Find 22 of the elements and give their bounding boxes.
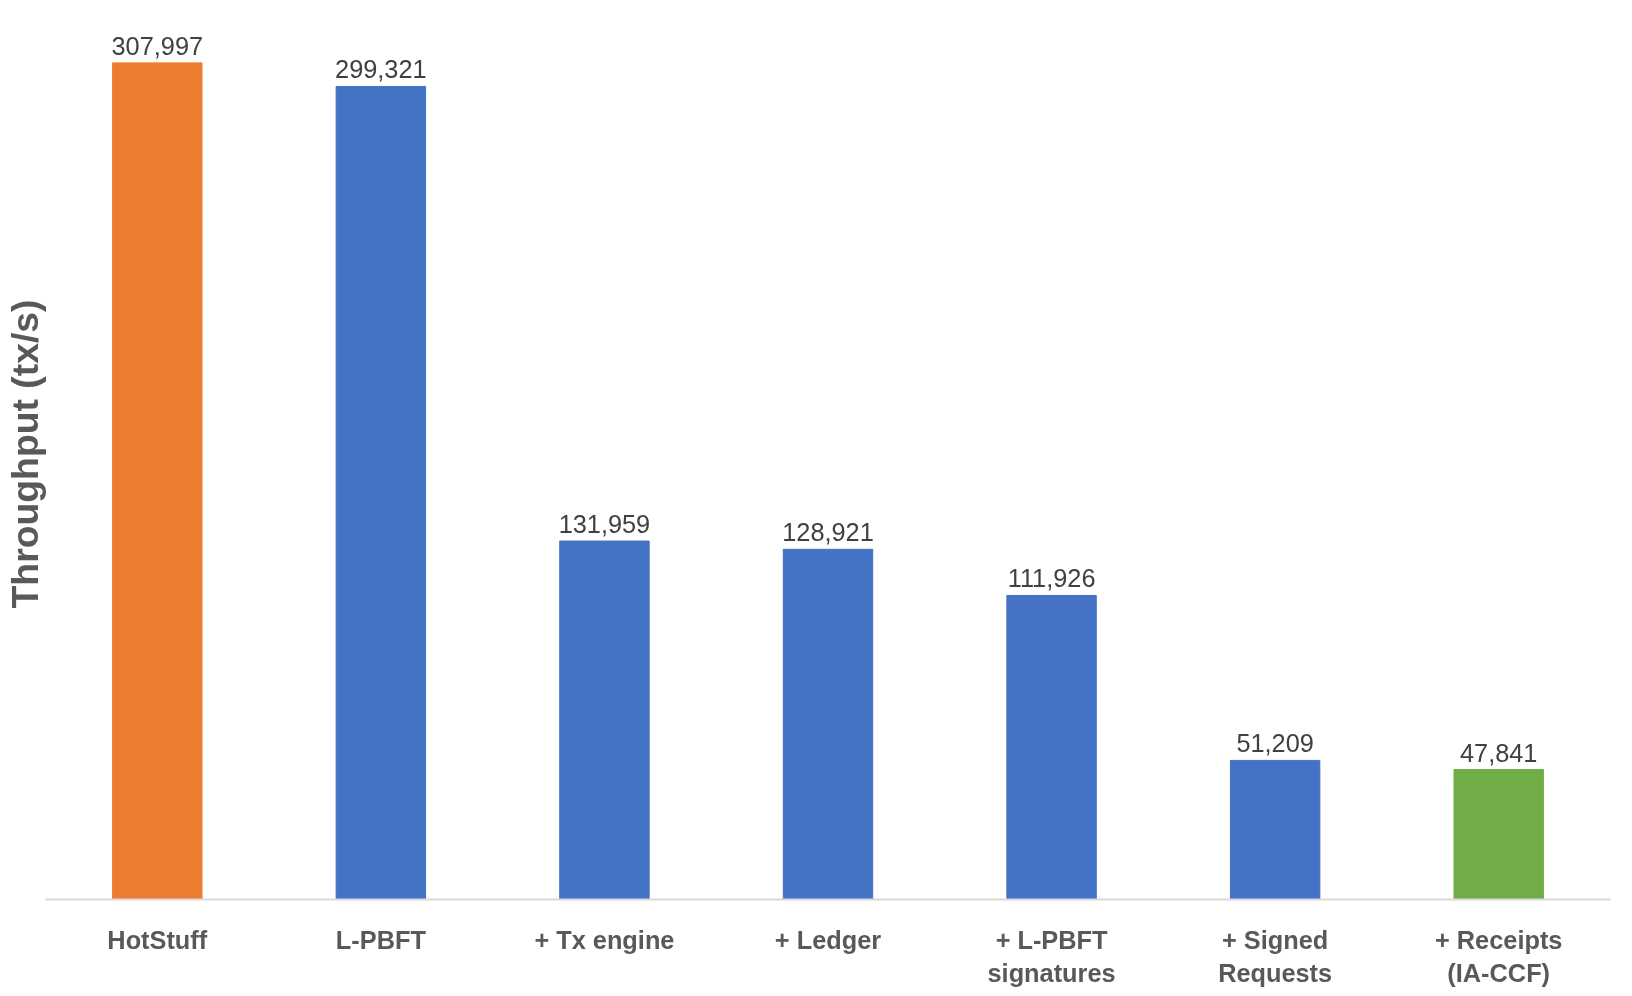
y-axis-title: Throughput (tx/s) [3,299,46,609]
data-label: 128,921 [782,518,874,547]
bar [1453,769,1544,900]
data-label: 307,997 [111,31,204,60]
bar [335,85,427,900]
bar [559,540,650,900]
x-tick-label: + Receipts (IA-CCF) [1435,925,1563,988]
bar [782,548,874,900]
data-label: 51,209 [1236,729,1314,758]
data-label: 131,959 [558,510,651,539]
x-tick-label: + Ledger [774,925,882,954]
x-tick-label: L-PBFT [335,925,427,954]
bar [1006,594,1097,900]
x-tick-label: + Signed Requests [1218,925,1333,988]
x-tick-label: + Tx engine [534,925,675,954]
bar [1229,759,1321,900]
data-label: 47,841 [1459,738,1538,767]
bar [112,62,203,900]
x-tick-label: + L-PBFT signatures [987,925,1116,988]
data-label: 111,926 [1007,564,1096,593]
x-tick-label: HotStuff [107,925,208,954]
data-label: 299,321 [335,55,427,84]
